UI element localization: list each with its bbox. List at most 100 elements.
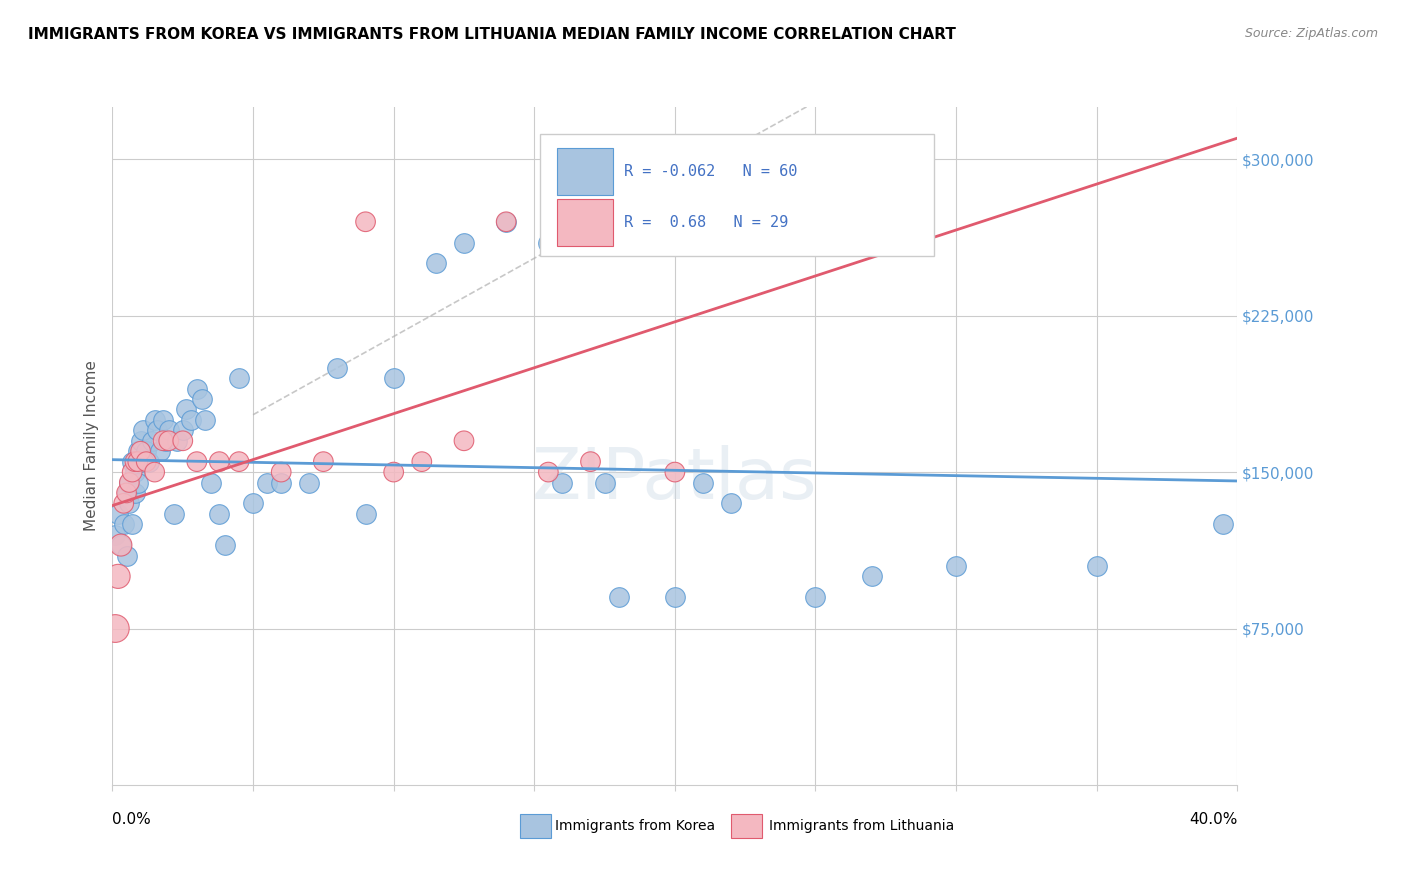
Point: [312, 455, 335, 469]
FancyBboxPatch shape: [557, 148, 613, 195]
Point: [1212, 517, 1234, 532]
Point: [121, 455, 143, 469]
Point: [110, 538, 132, 552]
Point: [208, 507, 231, 521]
Point: [411, 455, 433, 469]
Point: [127, 475, 149, 490]
Point: [214, 538, 236, 552]
Point: [152, 413, 174, 427]
Point: [124, 486, 146, 500]
Point: [118, 475, 141, 490]
Text: 0.0%: 0.0%: [112, 812, 152, 827]
Point: [720, 496, 742, 510]
Point: [945, 558, 967, 573]
Point: [135, 455, 157, 469]
Point: [163, 507, 186, 521]
Point: [149, 444, 172, 458]
Point: [104, 527, 127, 541]
Point: [1085, 558, 1108, 573]
Point: [121, 517, 143, 532]
Point: [495, 215, 517, 229]
Point: [115, 486, 138, 500]
Point: [664, 465, 686, 479]
Point: [121, 465, 143, 479]
Text: R =  0.68   N = 29: R = 0.68 N = 29: [624, 215, 789, 230]
Point: [110, 538, 132, 552]
Point: [141, 434, 163, 448]
Point: [107, 569, 129, 583]
Point: [860, 569, 883, 583]
Point: [129, 434, 152, 448]
Point: [186, 382, 208, 396]
Point: [180, 413, 202, 427]
Point: [191, 392, 214, 406]
Text: ZIPatlas: ZIPatlas: [531, 445, 818, 515]
Point: [200, 475, 222, 490]
Point: [174, 402, 197, 417]
Point: [537, 235, 560, 250]
Point: [382, 371, 405, 385]
Point: [194, 413, 217, 427]
Text: 40.0%: 40.0%: [1189, 812, 1237, 827]
Point: [453, 434, 475, 448]
Y-axis label: Median Family Income: Median Family Income: [83, 360, 98, 532]
Point: [124, 455, 146, 469]
Point: [104, 622, 127, 636]
Point: [143, 413, 166, 427]
Point: [607, 591, 630, 605]
Text: IMMIGRANTS FROM KOREA VS IMMIGRANTS FROM LITHUANIA MEDIAN FAMILY INCOME CORRELAT: IMMIGRANTS FROM KOREA VS IMMIGRANTS FROM…: [28, 27, 956, 42]
Point: [208, 455, 231, 469]
Text: R = -0.062   N = 60: R = -0.062 N = 60: [624, 164, 797, 179]
FancyBboxPatch shape: [540, 134, 934, 256]
Text: Immigrants from Korea: Immigrants from Korea: [555, 819, 716, 833]
Point: [228, 455, 250, 469]
Point: [143, 465, 166, 479]
Point: [172, 434, 194, 448]
Point: [228, 371, 250, 385]
Text: Immigrants from Lithuania: Immigrants from Lithuania: [769, 819, 955, 833]
Point: [155, 434, 177, 448]
FancyBboxPatch shape: [557, 199, 613, 246]
Point: [166, 434, 188, 448]
Point: [112, 496, 135, 510]
Text: Source: ZipAtlas.com: Source: ZipAtlas.com: [1244, 27, 1378, 40]
Point: [425, 256, 447, 270]
Point: [118, 475, 141, 490]
Point: [326, 360, 349, 375]
Point: [118, 496, 141, 510]
Point: [132, 423, 155, 437]
Point: [124, 465, 146, 479]
Point: [298, 475, 321, 490]
Point: [720, 215, 742, 229]
Point: [129, 455, 152, 469]
Point: [270, 475, 292, 490]
Point: [242, 496, 264, 510]
Point: [593, 475, 616, 490]
Point: [157, 434, 180, 448]
Point: [551, 475, 574, 490]
Point: [135, 444, 157, 458]
Point: [664, 591, 686, 605]
Point: [579, 455, 602, 469]
Point: [256, 475, 278, 490]
Point: [692, 475, 714, 490]
Point: [127, 444, 149, 458]
Point: [804, 591, 827, 605]
Point: [186, 455, 208, 469]
Point: [127, 455, 149, 469]
Point: [138, 455, 160, 469]
Point: [495, 215, 517, 229]
Point: [112, 517, 135, 532]
Point: [453, 235, 475, 250]
Point: [115, 486, 138, 500]
Point: [115, 549, 138, 563]
Point: [270, 465, 292, 479]
Point: [537, 465, 560, 479]
Point: [152, 434, 174, 448]
Point: [146, 423, 169, 437]
Point: [107, 507, 129, 521]
Point: [382, 465, 405, 479]
Point: [354, 215, 377, 229]
Point: [129, 444, 152, 458]
Point: [172, 423, 194, 437]
